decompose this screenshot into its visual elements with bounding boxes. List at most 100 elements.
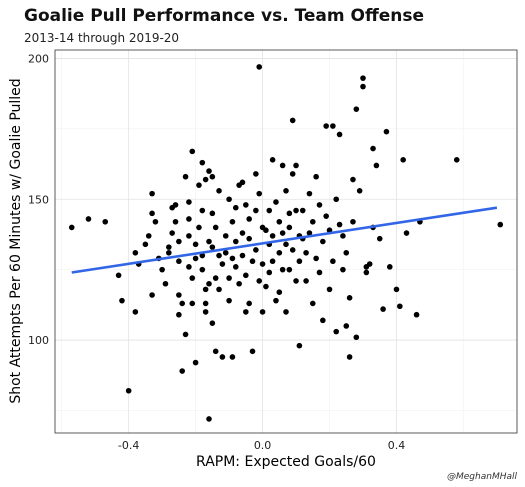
data-point xyxy=(202,176,209,183)
data-point xyxy=(350,176,356,183)
data-point xyxy=(186,216,192,222)
data-point xyxy=(172,202,179,208)
data-point xyxy=(229,255,236,262)
data-point xyxy=(132,309,139,315)
data-point xyxy=(172,218,179,225)
data-point xyxy=(276,289,283,295)
data-point xyxy=(289,171,296,177)
data-point xyxy=(313,255,319,262)
data-point xyxy=(243,272,249,279)
data-point xyxy=(283,241,289,248)
data-point xyxy=(212,224,219,231)
data-point xyxy=(246,300,252,307)
data-point xyxy=(216,286,222,293)
data-point xyxy=(326,286,333,293)
data-point xyxy=(179,300,186,307)
data-point xyxy=(259,309,266,315)
data-point xyxy=(132,249,139,256)
data-point xyxy=(119,297,125,304)
data-point xyxy=(370,145,376,152)
data-point xyxy=(269,233,276,239)
data-point xyxy=(192,241,199,248)
data-point xyxy=(313,173,319,180)
y-tick-label: 200 xyxy=(28,52,49,65)
data-point xyxy=(393,286,400,293)
data-point xyxy=(226,196,232,203)
data-point xyxy=(243,309,249,315)
data-point xyxy=(199,266,206,273)
data-point xyxy=(336,221,343,228)
data-point xyxy=(373,162,380,169)
ticks-layer: -0.4 0.0 0.4 100 150 200 xyxy=(28,52,405,452)
data-point xyxy=(343,323,350,329)
data-point xyxy=(166,249,172,256)
data-point xyxy=(253,247,259,253)
data-point xyxy=(162,280,169,287)
data-point xyxy=(326,227,333,234)
data-point xyxy=(263,283,269,290)
data-point xyxy=(222,233,229,239)
data-point xyxy=(68,224,75,231)
trend-line xyxy=(71,206,498,274)
data-point xyxy=(253,207,259,214)
data-point xyxy=(216,252,222,259)
data-point xyxy=(85,216,92,222)
data-point xyxy=(199,207,206,214)
data-point xyxy=(209,210,216,217)
data-point xyxy=(196,224,202,231)
data-point xyxy=(239,252,246,259)
data-point xyxy=(149,292,155,298)
grid-layer xyxy=(55,50,517,433)
data-point xyxy=(209,244,216,250)
data-point xyxy=(206,280,212,287)
data-point xyxy=(330,258,336,265)
data-point xyxy=(239,179,246,186)
data-point xyxy=(239,230,246,236)
data-point xyxy=(293,162,299,169)
data-point xyxy=(346,354,353,360)
data-point xyxy=(453,157,460,163)
data-point xyxy=(229,218,236,225)
data-point xyxy=(192,359,199,366)
data-point xyxy=(276,249,283,256)
data-point xyxy=(249,258,256,265)
data-point xyxy=(356,188,363,194)
data-point xyxy=(209,173,216,180)
data-point xyxy=(246,235,252,242)
data-point xyxy=(176,258,182,265)
trend-layer xyxy=(71,206,498,274)
data-point xyxy=(283,188,289,194)
data-point xyxy=(216,188,222,194)
data-point xyxy=(232,238,239,245)
y-tick-label: 100 xyxy=(28,334,49,347)
data-point xyxy=(142,241,149,248)
data-point xyxy=(189,300,196,307)
data-point xyxy=(316,269,323,276)
data-point xyxy=(182,331,189,338)
data-point xyxy=(283,309,289,315)
data-point xyxy=(306,230,313,236)
data-point xyxy=(386,264,393,270)
data-point xyxy=(273,297,279,304)
data-point xyxy=(169,230,175,236)
data-point xyxy=(340,233,346,239)
data-point xyxy=(186,264,192,270)
data-point xyxy=(289,117,296,124)
data-point xyxy=(232,264,239,270)
data-point xyxy=(279,162,286,169)
data-point xyxy=(323,213,329,219)
data-point xyxy=(256,278,263,284)
data-point xyxy=(206,416,212,422)
data-point xyxy=(279,266,286,273)
data-point xyxy=(186,199,192,205)
data-point xyxy=(380,306,386,312)
data-point xyxy=(350,218,356,225)
data-point xyxy=(360,83,366,90)
data-point xyxy=(226,297,232,304)
data-point xyxy=(286,224,293,231)
data-point xyxy=(176,311,182,318)
data-point xyxy=(289,247,296,253)
data-point xyxy=(343,249,350,256)
data-point xyxy=(323,123,329,129)
